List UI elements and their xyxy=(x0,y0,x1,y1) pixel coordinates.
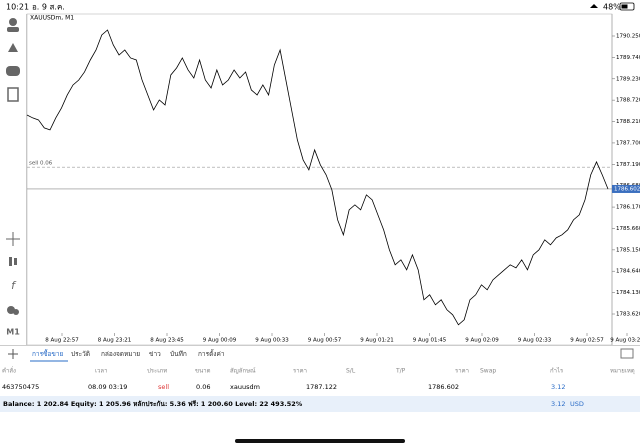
y-tick-label: 1787.190 xyxy=(616,162,640,168)
candles-icon[interactable] xyxy=(9,257,12,266)
y-tick-label: 1784.640 xyxy=(616,269,640,275)
status-date: อ. 9 ส.ค. xyxy=(32,3,65,12)
y-tick-label: 1787.700 xyxy=(616,140,640,146)
chart: 1790.250 1789.740 1789.230 1788.720 1788.210… xyxy=(26,29,640,344)
y-tick-label: 1785.660 xyxy=(616,226,640,232)
column-header: เวลา xyxy=(95,368,107,375)
x-tick-label: 8 Aug 22:57 xyxy=(45,338,79,344)
trade-icon[interactable] xyxy=(8,43,18,52)
y-tick-label: 1783.620 xyxy=(616,312,640,318)
column-header: คำสั่ง xyxy=(2,367,16,375)
y-tick-label: 1784.130 xyxy=(616,290,640,296)
y-tick-label: 1788.720 xyxy=(616,98,640,104)
cell-order: 463750475 xyxy=(2,383,39,391)
x-tick-label: 9 Aug 02:33 xyxy=(518,338,552,344)
candles-icon-2 xyxy=(14,258,17,265)
y-tick-label: 1789.740 xyxy=(616,55,640,61)
x-tick-label: 9 Aug 02:09 xyxy=(465,338,499,344)
x-tick-label: 9 Aug 01:21 xyxy=(360,338,394,344)
summary-currency: USD xyxy=(570,400,584,408)
toolbar-icons: f xyxy=(6,18,20,315)
x-tick-label: 8 Aug 23:45 xyxy=(150,338,184,344)
add-button[interactable] xyxy=(8,349,18,359)
cell-time: 08.09 03:19 xyxy=(88,383,127,391)
x-tick-label: 9 Aug 02:57 xyxy=(570,338,604,344)
column-header: หมายเหตุ xyxy=(610,368,635,375)
cell-open-price: 1787.122 xyxy=(306,383,337,391)
status-time: 10:21 xyxy=(6,3,29,12)
y-tick-label: 1785.150 xyxy=(616,247,640,253)
tab[interactable]: ข่าว xyxy=(149,350,161,358)
y-tick-label: 1789.230 xyxy=(616,76,640,82)
new-order-icon[interactable] xyxy=(7,87,19,102)
battery-icon xyxy=(619,2,635,11)
summary-bar xyxy=(0,396,640,412)
column-header: ราคา xyxy=(455,368,469,375)
price-label-box xyxy=(612,184,640,193)
x-tick-label: 9 Aug 00:33 xyxy=(255,338,289,344)
y-tick-label: 1788.210 xyxy=(616,119,640,125)
cell-profit: 3.12 xyxy=(551,383,565,391)
order-line-label: sell 0.06 xyxy=(29,161,53,167)
wifi-icon xyxy=(590,4,598,8)
column-header: ขนาด xyxy=(195,368,211,375)
column-header: T/P xyxy=(395,368,406,375)
tabs: การซื้อขาย ประวัติ กล่องจดหมาย ข่าว บันทึก กา… xyxy=(30,349,225,362)
tab[interactable]: กล่องจดหมาย xyxy=(101,350,140,358)
cell-symbol: xauusdm xyxy=(230,383,260,391)
chart-title: XAUUSDm, M1 xyxy=(30,15,74,22)
battery-level xyxy=(621,4,628,9)
account-icon[interactable] xyxy=(9,18,17,26)
x-tick-label: 9 Aug 01:45 xyxy=(413,338,447,344)
column-header: ประเภท xyxy=(147,368,167,375)
column-header: Swap xyxy=(480,368,496,375)
account-icon-body xyxy=(7,27,19,32)
objects-icon-2 xyxy=(13,309,19,315)
timeframe-button[interactable]: M1 xyxy=(6,328,20,337)
column-header: ราคา xyxy=(293,368,307,375)
x-tick-label: 9 Aug 03:21 xyxy=(610,338,640,344)
indicators-icon[interactable]: f xyxy=(11,279,17,292)
column-header: กำไร xyxy=(550,367,564,375)
tab[interactable]: การตั้งค่า xyxy=(198,349,225,358)
summary-profit: 3.12 xyxy=(551,400,565,408)
column-header: สัญลักษณ์ xyxy=(230,367,256,375)
summary-text: Balance: 1 202.84 Equity: 1 205.96 หลักป… xyxy=(3,400,303,408)
status-battery: 48% xyxy=(603,3,621,12)
price-line-series xyxy=(26,29,609,326)
positions-table: คำสั่ง เวลา ประเภท ขนาด สัญลักษณ์ ราคา S/L T/P ร… xyxy=(2,367,635,392)
tab[interactable]: ประวัติ xyxy=(71,350,90,358)
crosshair-icon[interactable] xyxy=(6,232,20,246)
chart-frame xyxy=(26,13,613,346)
y-tick-label: 1786.170 xyxy=(616,205,640,211)
tab[interactable]: บันทึก xyxy=(170,350,187,358)
tab[interactable]: การซื้อขาย xyxy=(32,349,63,358)
home-indicator xyxy=(235,439,405,443)
cell-size: 0.06 xyxy=(196,383,210,391)
cell-price: 1786.602 xyxy=(428,383,459,391)
y-tick-label: 1790.250 xyxy=(616,34,640,40)
panel-toggle[interactable] xyxy=(620,348,634,359)
x-tick-label: 9 Aug 00:09 xyxy=(203,338,237,344)
x-tick-label: 9 Aug 00:57 xyxy=(308,338,342,344)
cell-type: sell xyxy=(158,383,169,391)
column-header: S/L xyxy=(346,368,356,375)
price-label: 1786.602 xyxy=(614,186,640,192)
chat-icon[interactable] xyxy=(6,66,20,76)
x-tick-label: 8 Aug 23:21 xyxy=(98,338,132,344)
